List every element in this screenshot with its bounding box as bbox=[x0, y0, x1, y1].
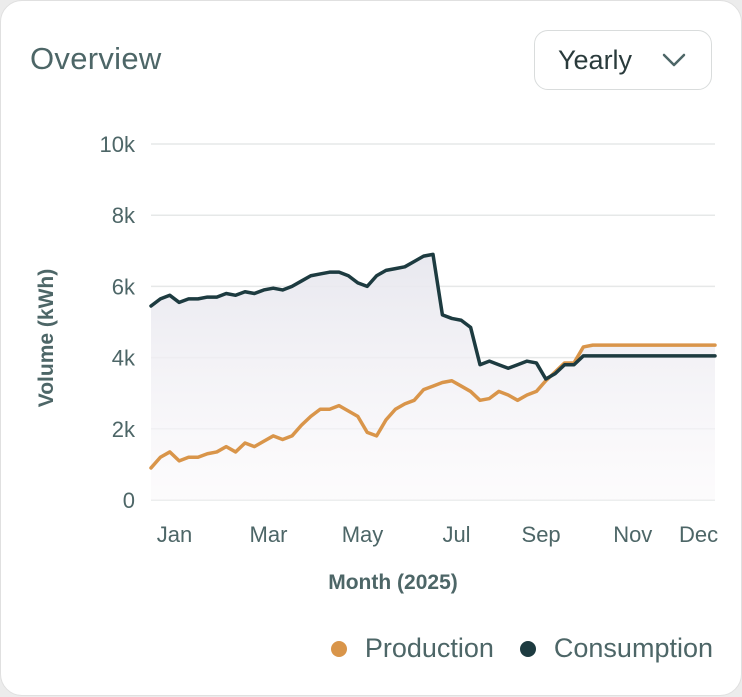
y-tick-label: 8k bbox=[112, 203, 136, 228]
y-tick-label: 2k bbox=[112, 417, 136, 442]
x-tick-label: Mar bbox=[250, 522, 288, 547]
legend-label-production: Production bbox=[364, 633, 494, 663]
card-title: Overview bbox=[30, 41, 162, 76]
period-select-value: Yearly bbox=[558, 44, 633, 75]
consumption-dot-icon bbox=[519, 640, 536, 657]
x-tick-label: May bbox=[342, 522, 384, 547]
x-tick-label: Jul bbox=[442, 522, 470, 547]
x-tick-label: Dec bbox=[679, 522, 718, 547]
y-tick-label: 6k bbox=[112, 274, 136, 299]
production-dot-icon bbox=[330, 640, 347, 657]
series-line-production bbox=[149, 343, 717, 470]
legend: Production Consumption bbox=[305, 633, 713, 664]
x-axis-label: Month (2025) bbox=[328, 571, 458, 594]
x-tick-label: Sep bbox=[522, 522, 561, 547]
period-select[interactable]: Yearly bbox=[534, 30, 712, 90]
y-tick-label: 0 bbox=[123, 488, 135, 513]
series-lines bbox=[149, 252, 717, 470]
area-fill bbox=[151, 254, 715, 500]
x-axis: Jan Mar May Jul Sep Nov Dec bbox=[157, 522, 718, 547]
y-tick-label: 10k bbox=[100, 132, 136, 157]
area-fill-shape bbox=[151, 254, 715, 500]
legend-label-consumption: Consumption bbox=[553, 633, 713, 663]
y-tick-label: 4k bbox=[112, 346, 136, 371]
y-axis-label: Volume (kWh) bbox=[35, 269, 58, 407]
y-axis: 0 2k 4k 6k 8k 10k bbox=[100, 132, 136, 513]
x-tick-label: Nov bbox=[613, 522, 652, 547]
legend-item-consumption[interactable]: Consumption bbox=[519, 633, 713, 664]
chevron-down-icon bbox=[662, 53, 686, 67]
legend-item-production[interactable]: Production bbox=[330, 633, 494, 664]
x-tick-label: Jan bbox=[157, 522, 192, 547]
series-line-consumption bbox=[149, 252, 717, 381]
